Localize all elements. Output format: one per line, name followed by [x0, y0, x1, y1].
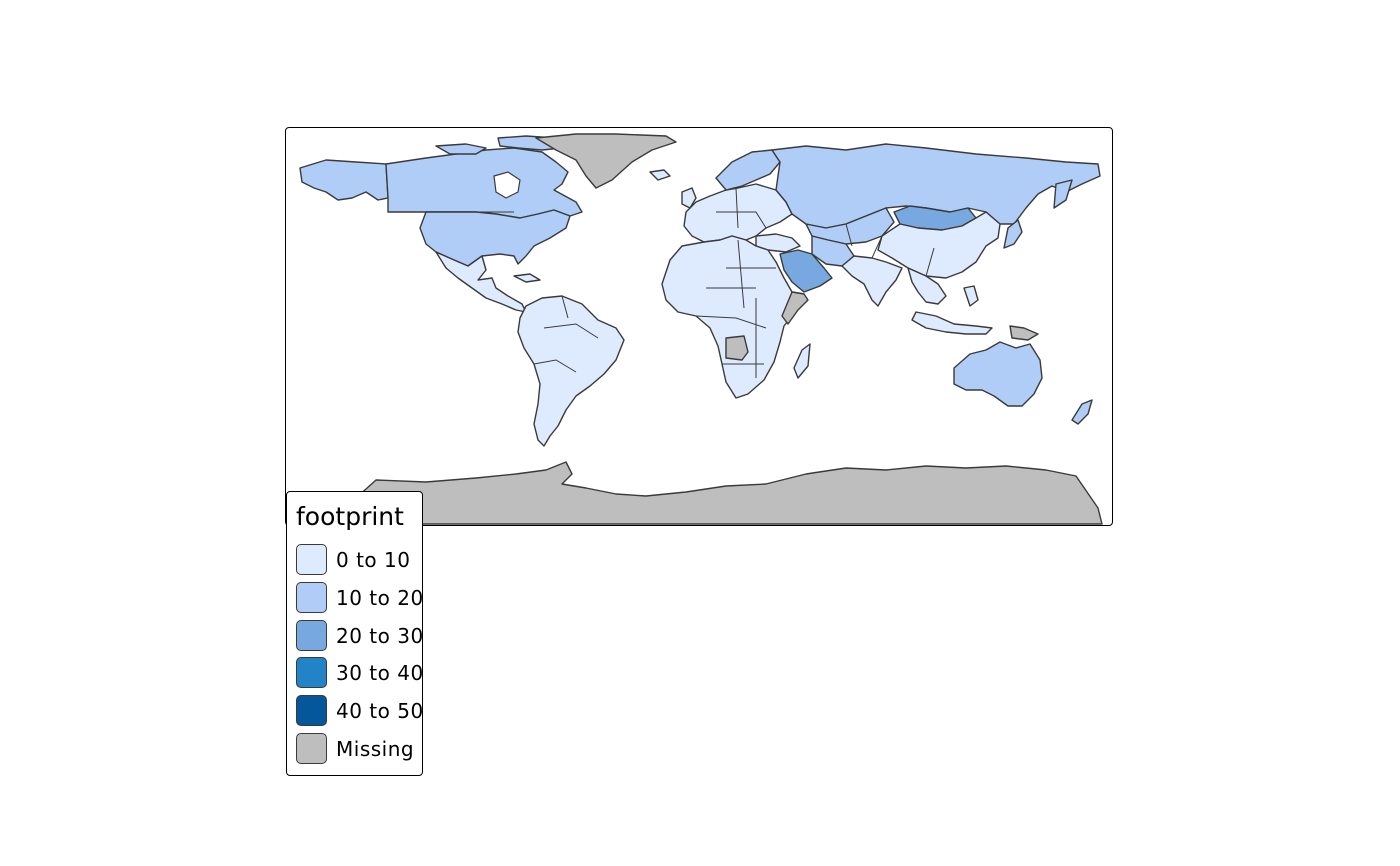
legend-swatch: [296, 620, 327, 651]
legend-title: footprint: [296, 502, 404, 531]
region-canada-islands-2[interactable]: [435, 143, 487, 155]
region-iceland[interactable]: [649, 169, 671, 181]
region-mexico-central-america[interactable]: [435, 251, 527, 313]
region-south-america[interactable]: [517, 295, 625, 447]
region-new-guinea[interactable]: [1009, 325, 1039, 341]
legend-label: 0 to 10: [336, 548, 411, 572]
legend-item: 0 to 10: [296, 544, 426, 578]
border-lines: [387, 187, 935, 378]
legend-label: 20 to 30: [336, 624, 424, 648]
legend-swatch: [296, 582, 327, 613]
world-map: [299, 133, 1103, 525]
legend-swatch: [296, 657, 327, 688]
region-uk[interactable]: [681, 187, 697, 209]
legend-item: 40 to 50: [296, 695, 426, 729]
legend-label: 40 to 50: [336, 699, 424, 723]
legend-swatch: [296, 544, 327, 575]
legend-swatch: [296, 733, 327, 764]
region-canada[interactable]: [385, 147, 583, 219]
region-madagascar[interactable]: [793, 343, 811, 379]
region-kamchatka[interactable]: [1053, 179, 1073, 209]
region-europe[interactable]: [683, 183, 793, 243]
region-scandinavia[interactable]: [715, 149, 781, 191]
region-indonesia[interactable]: [911, 311, 993, 335]
hudson-bay: [493, 171, 521, 199]
region-australia[interactable]: [953, 341, 1043, 407]
region-alaska[interactable]: [299, 159, 389, 201]
legend-label: 30 to 40: [336, 661, 424, 685]
legend-swatch: [296, 695, 327, 726]
legend-label: 10 to 20: [336, 586, 424, 610]
legend-label: Missing: [336, 737, 415, 761]
legend-item: 30 to 40: [296, 657, 426, 691]
region-philippines[interactable]: [963, 285, 979, 307]
region-antarctica[interactable]: [345, 461, 1103, 525]
map-legend: footprint 0 to 10 10 to 20 20 to 30 30 t…: [286, 491, 423, 776]
region-caribbean[interactable]: [513, 273, 541, 283]
legend-item: 10 to 20: [296, 582, 426, 616]
region-india[interactable]: [841, 255, 903, 307]
region-greenland[interactable]: [535, 133, 677, 189]
region-japan[interactable]: [1003, 219, 1023, 249]
region-new-zealand[interactable]: [1071, 399, 1093, 425]
region-saudi-arabia[interactable]: [779, 249, 833, 293]
region-southeast-asia[interactable]: [907, 267, 947, 305]
map-panel: [285, 127, 1113, 526]
legend-item: 20 to 30: [296, 620, 426, 654]
region-africa[interactable]: [661, 235, 805, 399]
region-somalia[interactable]: [781, 291, 809, 325]
region-angola[interactable]: [725, 335, 749, 361]
legend-item: Missing: [296, 733, 426, 767]
